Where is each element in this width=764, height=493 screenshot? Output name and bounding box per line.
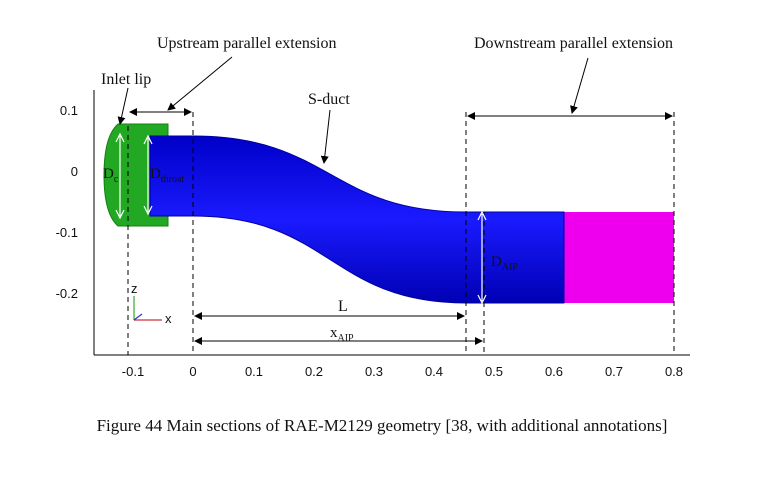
y-tick-label: 0: [71, 164, 78, 179]
downstream-leader: [570, 57, 589, 114]
annotations: [117, 56, 673, 345]
x-tick-label: 0: [189, 364, 196, 379]
coordinate-triad: z x: [131, 281, 172, 326]
x-tick-label: 0.7: [605, 364, 623, 379]
label-x-aip: xAIP: [330, 325, 354, 344]
triad-z-label: z: [131, 281, 138, 296]
triad-y-axis: [133, 313, 143, 321]
figure-caption: Figure 44 Main sections of RAE-M2129 geo…: [96, 416, 668, 435]
label-inlet-lip: Inlet lip: [101, 71, 151, 88]
d-c-arrowheads: [115, 132, 125, 220]
d-throat-arrowheads: [143, 134, 153, 216]
x-tick-label: 0.2: [305, 364, 323, 379]
geometry-figure: 0.1 0 -0.1 -0.2 -0.1 0 0.1 0.2 0.3 0.4 0…: [56, 35, 690, 379]
y-tick-label: -0.2: [56, 286, 78, 301]
x-tick-label: 0.6: [545, 364, 563, 379]
label-d-c: Dc: [103, 166, 119, 185]
label-s-duct: S-duct: [308, 91, 350, 108]
inlet-lip-leader: [117, 87, 129, 125]
axes: [93, 90, 690, 356]
dashed-guides: [127, 112, 675, 355]
x-tick-label: 0.1: [245, 364, 263, 379]
label-d-throat: Dthroat: [150, 166, 184, 185]
label-upstream-extension: Upstream parallel extension: [157, 35, 337, 52]
label-downstream-extension: Downstream parallel extension: [474, 35, 673, 52]
x-tick-labels: -0.1 0 0.1 0.2 0.3 0.4 0.5 0.6 0.7 0.8: [122, 364, 683, 379]
label-d-aip: DAIP: [491, 254, 518, 273]
d-aip-arrowheads: [477, 210, 487, 305]
x-tick-label: 0.5: [485, 364, 503, 379]
y-tick-label: -0.1: [56, 225, 78, 240]
s-duct-leader: [320, 109, 331, 164]
y-tick-label: 0.1: [60, 103, 78, 118]
s-duct-shape: [149, 135, 565, 304]
upstream-leader: [167, 56, 233, 111]
diameter-arrows: [115, 132, 487, 305]
label-length: L: [338, 298, 348, 315]
x-tick-label: 0.8: [665, 364, 683, 379]
y-tick-labels: 0.1 0 -0.1 -0.2: [56, 103, 78, 301]
triad-x-label: x: [165, 311, 172, 326]
downstream-extension-shape: [564, 212, 674, 303]
x-tick-label: 0.4: [425, 364, 443, 379]
x-tick-label: 0.3: [365, 364, 383, 379]
x-tick-label: -0.1: [122, 364, 144, 379]
